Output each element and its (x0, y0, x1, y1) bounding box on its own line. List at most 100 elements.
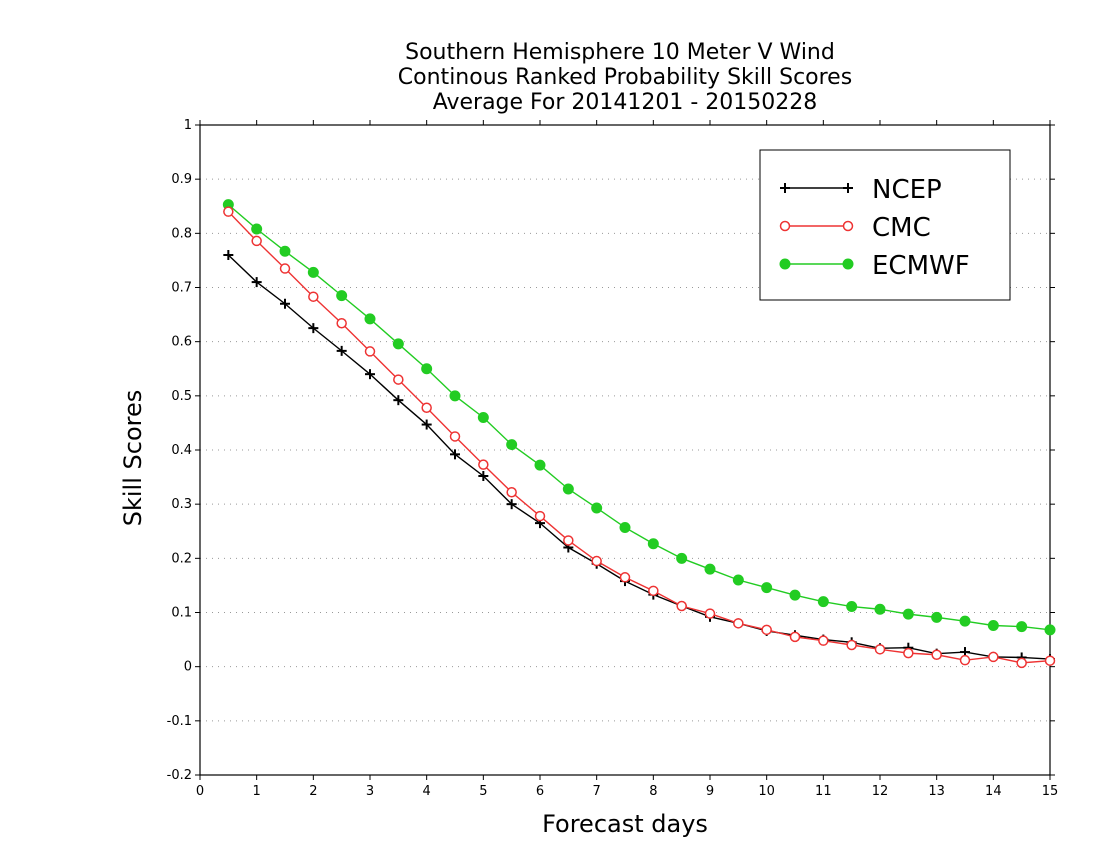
marker-filled-circle (449, 390, 461, 402)
data-point-cmc (364, 346, 376, 357)
marker-filled-circle (789, 589, 801, 601)
marker-filled-circle (534, 459, 546, 471)
marker-open-circle (789, 631, 801, 643)
marker-open-circle (779, 220, 791, 232)
data-point-ecmwf (704, 563, 716, 575)
marker-filled-circle (931, 611, 943, 623)
marker-open-circle (393, 374, 404, 385)
data-point-ncep (336, 345, 347, 356)
y-tick-label: 0.1 (171, 606, 192, 621)
data-point-cmc (449, 431, 461, 442)
marker-filled-circle (1044, 624, 1056, 636)
marker-filled-circle (392, 338, 404, 350)
marker-filled-circle (364, 313, 376, 325)
legend-marker-cmc (779, 220, 854, 232)
data-point-cmc (846, 639, 857, 651)
data-point-ncep (478, 471, 489, 481)
data-point-ecmwf (931, 611, 943, 623)
data-point-cmc (279, 263, 291, 274)
data-point-ncep (421, 419, 432, 430)
legend-marker-ncep (780, 183, 853, 193)
marker-filled-circle (251, 223, 263, 235)
data-point-ecmwf (959, 615, 971, 627)
legend-item-cmc: CMC (779, 213, 931, 243)
data-point-ecmwf (307, 266, 319, 278)
data-point-ecmwf (846, 601, 858, 613)
marker-filled-circle (779, 258, 791, 270)
x-tick-label: 3 (366, 784, 374, 799)
x-tick-label: 7 (593, 784, 601, 799)
data-point-ecmwf (562, 483, 574, 495)
marker-open-circle (704, 608, 716, 619)
data-point-cmc (903, 647, 914, 659)
data-point-cmc (733, 618, 744, 629)
x-axis-ticks: 0 1 2 3 4 5 6 7 8 9 10 11 12 13 14 15 (196, 120, 1058, 799)
marker-filled-circle (307, 266, 319, 278)
marker-open-circle (988, 651, 999, 663)
data-point-ecmwf (732, 574, 744, 586)
y-tick-label: 0.8 (171, 226, 192, 241)
x-tick-label: 10 (758, 784, 775, 799)
legend-label-cmc: CMC (872, 213, 931, 243)
data-point-ecmwf (449, 390, 461, 402)
marker-filled-circle (619, 521, 631, 533)
data-point-ecmwf (647, 538, 659, 550)
data-point-cmc (223, 206, 234, 217)
marker-open-circle (421, 402, 432, 413)
data-point-cmc (931, 649, 942, 660)
marker-open-circle (874, 644, 886, 655)
data-point-cmc (478, 459, 489, 470)
data-point-cmc (421, 402, 432, 413)
data-point-ncep (223, 250, 234, 260)
marker-plus (393, 395, 404, 406)
marker-filled-circle (477, 412, 489, 423)
marker-open-circle (903, 647, 914, 659)
data-point-ecmwf (1016, 621, 1028, 633)
marker-plus (780, 183, 790, 193)
marker-filled-circle (676, 552, 688, 564)
data-point-ecmwf (761, 582, 773, 594)
marker-filled-circle (647, 538, 659, 550)
data-point-ncep (308, 323, 319, 334)
marker-filled-circle (846, 601, 858, 613)
marker-plus (365, 369, 375, 380)
legend-label-ncep: NCEP (872, 175, 942, 205)
marker-open-circle (336, 318, 347, 329)
marker-open-circle (846, 639, 857, 651)
series-line-ncep (227, 254, 1051, 660)
x-tick-label: 1 (253, 784, 261, 799)
data-point-ecmwf (534, 459, 546, 471)
x-tick-label: 4 (423, 784, 431, 799)
marker-filled-circle (704, 563, 716, 575)
marker-filled-circle (279, 245, 291, 257)
marker-filled-circle (959, 615, 971, 627)
title-line-3: Average For 20141201 - 20150228 (433, 90, 818, 115)
data-point-ncep (251, 277, 262, 288)
data-point-cmc (534, 510, 546, 522)
data-point-cmc (676, 600, 687, 612)
y-tick-label: 0.5 (171, 389, 192, 404)
data-point-cmc (648, 585, 659, 597)
y-tick-label: 0.4 (171, 443, 192, 458)
y-axis-label: Skill Scores (119, 390, 147, 527)
data-point-cmc (591, 555, 602, 567)
data-point-cmc (251, 235, 262, 247)
x-tick-label: 6 (536, 784, 544, 799)
data-point-cmc (874, 644, 886, 655)
data-point-ecmwf (421, 363, 433, 375)
marker-open-circle (534, 510, 546, 522)
x-tick-label: 0 (196, 784, 204, 799)
marker-open-circle (648, 585, 659, 597)
x-axis-label: Forecast days (542, 810, 708, 838)
marker-filled-circle (591, 502, 603, 514)
data-point-cmc (506, 487, 517, 498)
legend-item-ecmwf: ECMWF (779, 251, 970, 281)
data-point-cmc (308, 291, 319, 302)
marker-open-circle (364, 346, 376, 357)
series-cmc (223, 206, 1056, 669)
marker-open-circle (761, 624, 772, 636)
marker-plus (223, 250, 234, 260)
data-point-ecmwf (1044, 624, 1056, 636)
marker-open-circle (251, 235, 262, 247)
legend-items: NCEP CMC ECMWF (779, 175, 970, 281)
